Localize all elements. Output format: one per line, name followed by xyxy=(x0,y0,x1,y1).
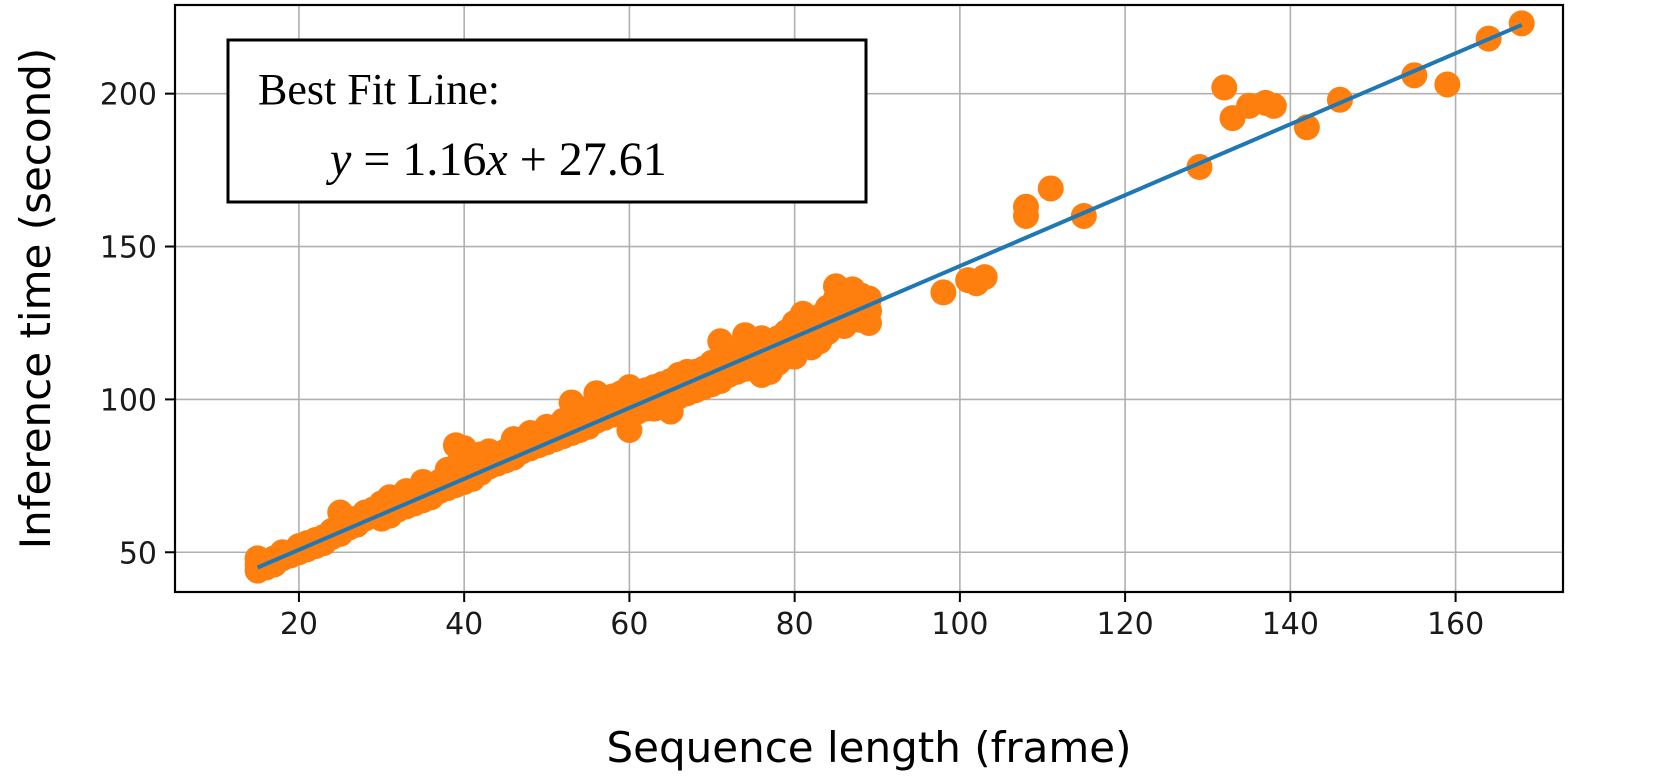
data-point xyxy=(930,279,957,306)
fit-annotation-box xyxy=(226,38,868,204)
fit-annotation: Best Fit Line: y = 1.16x + 27.61 xyxy=(226,38,868,204)
x-tick-label: 40 xyxy=(445,607,483,642)
plot-frame xyxy=(173,3,1565,594)
fit-line xyxy=(256,23,1523,570)
fit-line-layer xyxy=(256,23,1523,570)
data-point xyxy=(1260,92,1287,119)
x-axis-label: Sequence length (frame) xyxy=(606,723,1131,772)
y-axis-label: Inference time (second) xyxy=(11,48,60,550)
data-point xyxy=(1508,10,1535,37)
axis-ticks: 20 40 60 80 100 120 140 160 50 100 150 200 xyxy=(100,78,1484,642)
x-tick-label: 20 xyxy=(280,607,318,642)
fit-equation: y = 1.16x + 27.61 xyxy=(325,133,667,186)
fit-equation-slope: = 1.16 xyxy=(351,133,486,186)
fit-equation-y: y xyxy=(325,133,352,186)
fit-equation-intercept: + 27.61 xyxy=(508,133,667,186)
data-point xyxy=(1434,71,1461,98)
data-point xyxy=(1037,175,1064,202)
fit-equation-x: x xyxy=(485,133,507,186)
data-point xyxy=(971,264,998,291)
x-tick-label: 140 xyxy=(1262,607,1319,642)
data-point xyxy=(856,285,882,312)
fit-annotation-title: Best Fit Line: xyxy=(258,65,500,114)
y-tick-label: 50 xyxy=(119,536,157,571)
x-tick-label: 100 xyxy=(931,607,988,642)
x-tick-label: 120 xyxy=(1096,607,1153,642)
data-point xyxy=(1211,74,1238,101)
x-tick-label: 160 xyxy=(1427,607,1484,642)
data-point xyxy=(1012,193,1039,220)
y-tick-label: 200 xyxy=(100,78,157,113)
y-tick-label: 150 xyxy=(100,231,157,266)
x-tick-label: 80 xyxy=(776,607,814,642)
x-tick-label: 60 xyxy=(610,607,648,642)
y-tick-label: 100 xyxy=(100,383,157,418)
